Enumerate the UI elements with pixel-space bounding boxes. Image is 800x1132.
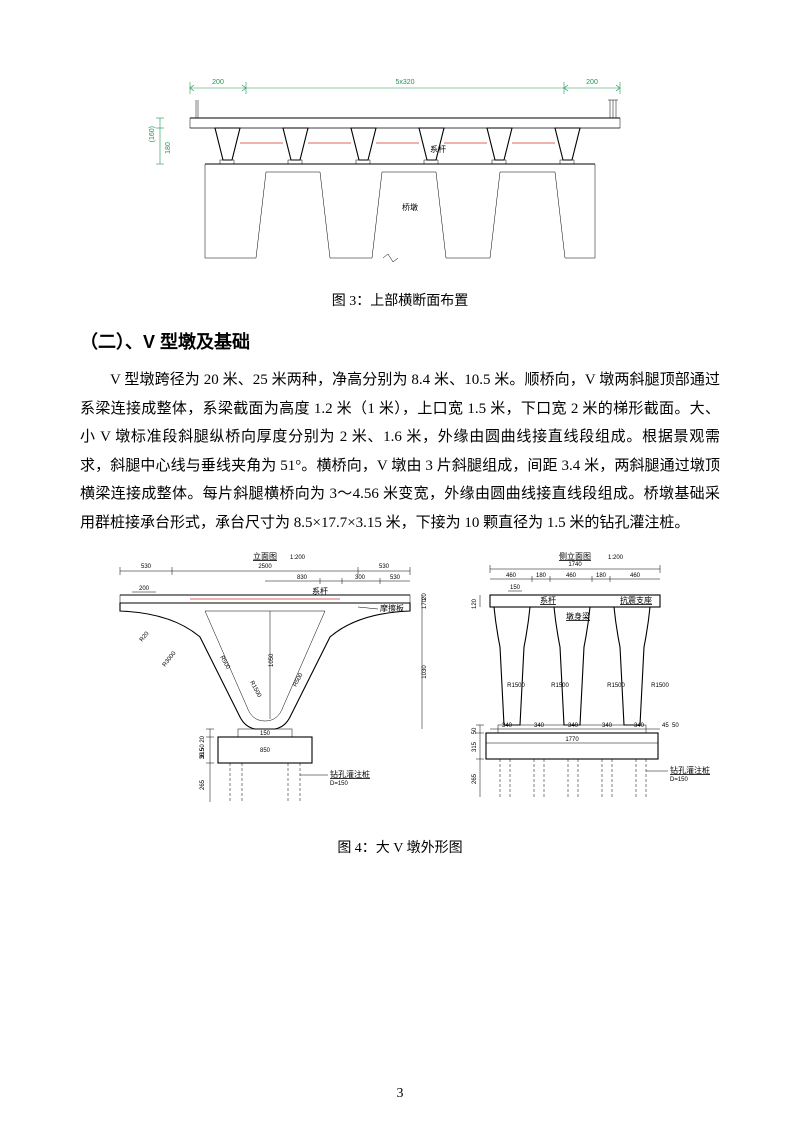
svg-text:1740: 1740 bbox=[568, 562, 582, 568]
section-title: （二）、V 型墩及基础 bbox=[80, 328, 720, 354]
svg-text:340: 340 bbox=[568, 723, 579, 729]
svg-text:R3000: R3000 bbox=[162, 650, 178, 668]
paragraph-1: V 型墩跨径为 20 米、25 米两种，净高分别为 8.4 米、10.5 米。顺… bbox=[80, 366, 720, 537]
svg-text:1770: 1770 bbox=[565, 737, 579, 743]
svg-text:R1500: R1500 bbox=[607, 683, 625, 689]
svg-text:R1500: R1500 bbox=[248, 680, 262, 699]
svg-text:墩身梁: 墩身梁 bbox=[566, 611, 590, 621]
svg-text:460: 460 bbox=[566, 573, 577, 579]
svg-text:150: 150 bbox=[260, 731, 271, 737]
svg-text:1030: 1030 bbox=[422, 665, 428, 679]
svg-text:530: 530 bbox=[390, 575, 401, 581]
svg-text:120: 120 bbox=[472, 598, 478, 609]
svg-text:265: 265 bbox=[200, 779, 206, 790]
svg-text:340: 340 bbox=[534, 723, 545, 729]
svg-text:530: 530 bbox=[141, 564, 152, 570]
svg-text:340: 340 bbox=[502, 723, 513, 729]
svg-text:50: 50 bbox=[672, 723, 679, 729]
svg-text:265: 265 bbox=[472, 773, 478, 784]
svg-text:315: 315 bbox=[472, 741, 478, 752]
svg-text:2500: 2500 bbox=[258, 564, 272, 570]
svg-text:系杆: 系杆 bbox=[540, 595, 556, 605]
side-title: 侧立面图 bbox=[559, 551, 591, 561]
figure-3-caption: 图 3：上部横断面布置 bbox=[80, 290, 720, 310]
dim-right: 200 bbox=[586, 79, 598, 86]
svg-text:20: 20 bbox=[422, 593, 428, 600]
elev-title: 立面图 bbox=[253, 551, 277, 561]
svg-text:D=150: D=150 bbox=[330, 781, 349, 787]
svg-text:170: 170 bbox=[422, 598, 428, 609]
svg-text:180: 180 bbox=[596, 573, 607, 579]
svg-text:R1500: R1500 bbox=[507, 683, 525, 689]
svg-text:530: 530 bbox=[379, 564, 390, 570]
svg-text:1050: 1050 bbox=[269, 653, 275, 667]
svg-text:R1500: R1500 bbox=[551, 683, 569, 689]
svg-text:460: 460 bbox=[630, 573, 641, 579]
dim-h2: 180 bbox=[165, 142, 172, 154]
svg-text:180: 180 bbox=[536, 573, 547, 579]
svg-text:300: 300 bbox=[355, 575, 366, 581]
svg-text:抗震支座: 抗震支座 bbox=[620, 595, 652, 605]
svg-text:150: 150 bbox=[510, 585, 521, 591]
side-scale: 1:200 bbox=[608, 555, 624, 561]
svg-text:340: 340 bbox=[634, 723, 645, 729]
svg-text:R500: R500 bbox=[218, 655, 231, 671]
elev-scale: 1:200 bbox=[290, 555, 306, 561]
svg-text:200: 200 bbox=[139, 586, 150, 592]
svg-text:315: 315 bbox=[200, 747, 206, 758]
figure-3-svg: 200 5x320 200 系杆 bbox=[120, 70, 680, 280]
dim-h1: (160) bbox=[149, 126, 156, 142]
svg-text:R500: R500 bbox=[292, 672, 304, 688]
label-abutment: 桥墩 bbox=[402, 202, 418, 212]
svg-text:R20: R20 bbox=[139, 630, 151, 643]
svg-text:830: 830 bbox=[297, 575, 308, 581]
svg-text:钻孔灌注桩: 钻孔灌注桩 bbox=[330, 769, 370, 779]
figure-4-caption: 图 4：大 V 墩外形图 bbox=[80, 837, 720, 857]
dim-left: 200 bbox=[212, 79, 224, 86]
svg-text:460: 460 bbox=[506, 573, 517, 579]
figure-4-svg: 立面图 1:200 530 2500 530 200 830 300 530 bbox=[90, 547, 710, 827]
svg-text:R1500: R1500 bbox=[651, 683, 669, 689]
svg-text:钻孔灌注桩: 钻孔灌注桩 bbox=[670, 765, 710, 775]
dim-center: 5x320 bbox=[395, 79, 414, 86]
page-number: 3 bbox=[0, 1086, 800, 1102]
svg-text:50: 50 bbox=[472, 727, 478, 734]
svg-text:45: 45 bbox=[662, 723, 669, 729]
svg-text:850: 850 bbox=[260, 748, 271, 754]
svg-text:D=150: D=150 bbox=[670, 777, 689, 783]
label-ties: 系杆 bbox=[430, 144, 446, 154]
svg-text:340: 340 bbox=[602, 723, 613, 729]
svg-text:系杆: 系杆 bbox=[312, 586, 328, 596]
